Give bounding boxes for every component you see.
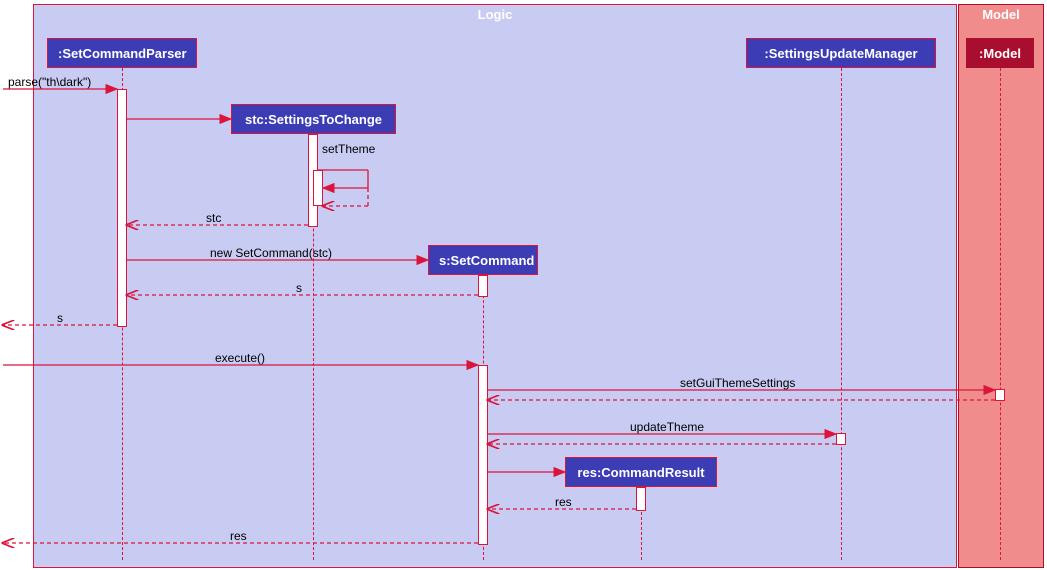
msg-label-m-setgui: setGuiThemeSettings bbox=[680, 376, 795, 390]
msg-label-m-parse: parse("th\dark") bbox=[8, 75, 91, 89]
activation-parser-act bbox=[117, 89, 127, 327]
activation-scmd-act1 bbox=[478, 275, 488, 297]
activation-scmd-act2 bbox=[478, 365, 488, 545]
region-model: Model bbox=[958, 4, 1044, 568]
participant-model: :Model bbox=[966, 38, 1034, 68]
participant-res: res:CommandResult bbox=[565, 457, 717, 487]
msg-label-m-upd: updateTheme bbox=[630, 420, 704, 434]
msg-label-m-ret-res2: res bbox=[230, 529, 247, 543]
participant-sum: :SettingsUpdateManager bbox=[746, 38, 936, 68]
region-title-model: Model bbox=[982, 7, 1020, 22]
activation-model-act bbox=[995, 389, 1005, 401]
msg-label-m-ret-stc: stc bbox=[206, 211, 221, 225]
participant-parser: :SetCommandParser bbox=[47, 38, 197, 68]
msg-label-m-new-scmd: new SetCommand(stc) bbox=[210, 246, 332, 260]
activation-res-act bbox=[636, 487, 646, 511]
participant-scmd: s:SetCommand bbox=[428, 245, 538, 275]
msg-label-m-ret-s: s bbox=[296, 281, 302, 295]
msg-label-m-ret-res: res bbox=[555, 495, 572, 509]
msg-label-m-execute: execute() bbox=[215, 351, 265, 365]
activation-sum-act bbox=[836, 433, 846, 445]
msg-label-m-ret-s2: s bbox=[57, 311, 63, 325]
activation-stc-act2 bbox=[313, 170, 323, 206]
region-title-logic: Logic bbox=[478, 7, 513, 22]
msg-label-m-settheme: setTheme bbox=[322, 142, 375, 156]
lifeline-model bbox=[1000, 68, 1001, 560]
region-logic: Logic bbox=[33, 4, 957, 568]
participant-stc: stc:SettingsToChange bbox=[231, 104, 396, 134]
lifeline-sum bbox=[841, 68, 842, 560]
